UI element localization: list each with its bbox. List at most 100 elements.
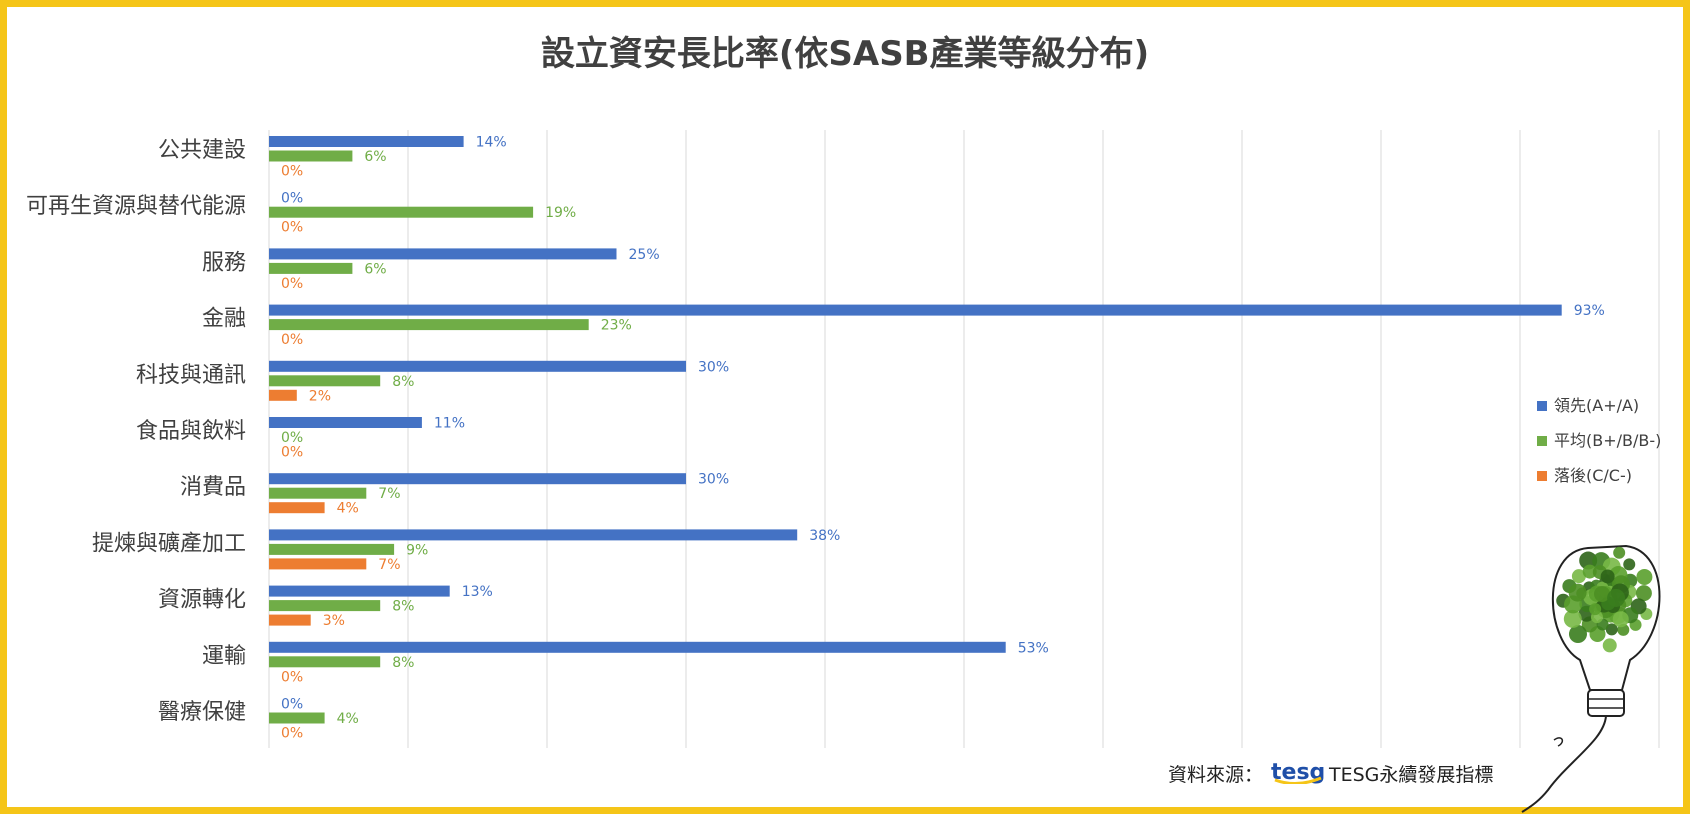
bar [269, 206, 534, 218]
leaf [1568, 583, 1587, 602]
bar [269, 417, 422, 428]
category-label: 金融 [202, 307, 246, 332]
data-label: 93% [1574, 303, 1605, 319]
data-label: 7% [378, 486, 400, 502]
leaf [1579, 551, 1598, 570]
legend-label: 平均(B+/B/B-) [1554, 431, 1661, 450]
legend: 領先(A+/A) 平均(B+/B/B-) 落後(C/C-) [1537, 396, 1661, 485]
data-label: 0% [281, 669, 303, 685]
bar [269, 248, 617, 260]
lightbulb-illustration [1521, 544, 1661, 813]
category-label: 食品與飲料 [136, 419, 246, 444]
data-label: 2% [309, 388, 331, 404]
bulb-base [1587, 689, 1625, 717]
leaf [1600, 569, 1615, 584]
bulb-string-loop [1553, 737, 1564, 747]
leaf [1582, 564, 1597, 579]
data-label: 0% [281, 726, 303, 742]
leaf [1612, 611, 1629, 628]
grid-lines [268, 130, 1660, 748]
leaf [1613, 546, 1626, 559]
bar [269, 136, 464, 147]
leaf [1568, 625, 1587, 644]
bar [269, 262, 353, 274]
data-label: 6% [364, 261, 386, 277]
source-label: 資料來源： [1168, 764, 1264, 786]
category-label: 資源轉化 [158, 588, 246, 613]
bar [269, 304, 1562, 316]
data-label: 3% [323, 613, 345, 629]
category-label: 可再生資源與替代能源 [26, 194, 246, 219]
data-label: 13% [462, 584, 493, 600]
bars-group [269, 136, 1562, 724]
leaf [1607, 588, 1626, 607]
category-label: 醫療保健 [158, 700, 246, 725]
data-label: 7% [378, 557, 400, 573]
category-label: 公共建設 [158, 138, 246, 163]
tesg-logo: tesg [1269, 758, 1327, 789]
source-brand: TESG永續發展指標 [1329, 764, 1494, 786]
legend-swatch [1537, 436, 1547, 446]
bar [269, 641, 1006, 653]
data-label: 30% [698, 359, 729, 375]
bar [269, 150, 353, 162]
leaf [1563, 609, 1582, 628]
leaf [1623, 558, 1636, 571]
category-label: 消費品 [180, 475, 246, 500]
leaf [1589, 603, 1602, 616]
data-label: 0% [281, 697, 303, 713]
data-label: 9% [406, 542, 428, 558]
leaf [1602, 638, 1617, 653]
data-label: 0% [281, 445, 303, 461]
bar [269, 614, 311, 626]
bar [269, 473, 686, 485]
bar [269, 585, 450, 597]
data-label: 14% [476, 135, 507, 151]
bar [269, 600, 381, 612]
source-attribution: 資料來源： tesg TESG永續發展指標 [1168, 758, 1493, 789]
legend-label: 領先(A+/A) [1554, 396, 1639, 415]
data-label: 0% [281, 164, 303, 180]
bar [269, 389, 297, 401]
bar [269, 543, 395, 555]
leaf [1594, 585, 1611, 602]
bar [269, 529, 798, 541]
data-label: 8% [392, 599, 414, 615]
data-label: 8% [392, 655, 414, 671]
category-label: 提煉與礦產加工 [92, 531, 246, 556]
data-label: 4% [337, 501, 359, 517]
bar [269, 487, 367, 499]
bar [269, 712, 325, 724]
data-label: 53% [1018, 640, 1049, 656]
bar [269, 319, 589, 331]
data-label: 30% [698, 472, 729, 488]
bar [269, 375, 381, 387]
data-label: 25% [629, 247, 660, 263]
data-label: 0% [281, 332, 303, 348]
chart-title: 設立資安長比率(依SASB產業等級分布) [540, 34, 1150, 74]
category-label: 科技與通訊 [136, 363, 246, 388]
data-label: 11% [434, 416, 465, 432]
data-label: 8% [392, 374, 414, 390]
data-label: 19% [545, 205, 576, 221]
data-label: 38% [809, 528, 840, 544]
data-label: 0% [281, 276, 303, 292]
legend-swatch [1537, 401, 1547, 411]
data-label: 4% [337, 711, 359, 727]
legend-label: 落後(C/C-) [1554, 466, 1632, 485]
category-label: 運輸 [202, 644, 246, 669]
bar [269, 656, 381, 668]
data-label: 0% [281, 430, 303, 446]
leaf [1571, 569, 1586, 584]
bar [269, 360, 686, 372]
data-label: 23% [601, 318, 632, 334]
bulb-string [1521, 715, 1607, 813]
leaf [1635, 585, 1652, 602]
leaf [1605, 623, 1618, 636]
category-labels: 公共建設可再生資源與替代能源服務金融科技與通訊食品與飲料消費品提煉與礦產加工資源… [26, 138, 246, 725]
data-label: 0% [281, 191, 303, 207]
legend-swatch [1537, 471, 1547, 481]
data-label: 0% [281, 220, 303, 236]
